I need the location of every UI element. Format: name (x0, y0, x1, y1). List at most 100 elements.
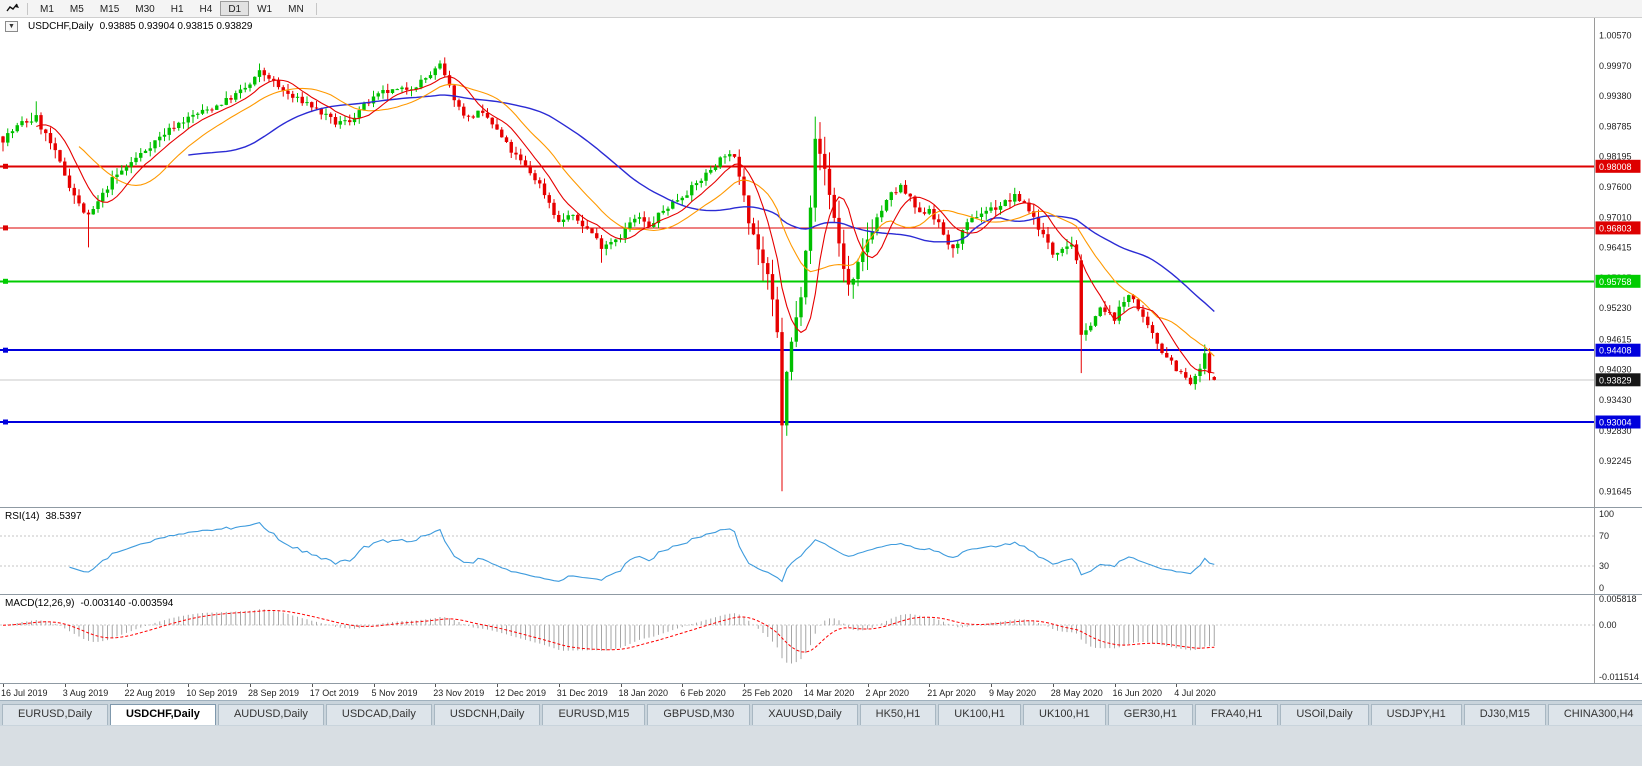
macd-canvas[interactable]: 0.005818 0.00 -0.011514 (0, 595, 1642, 683)
time-axis-tick (497, 684, 498, 687)
svg-text:0.93004: 0.93004 (1599, 418, 1632, 428)
svg-text:0.98008: 0.98008 (1599, 162, 1632, 172)
svg-text:30: 30 (1599, 561, 1609, 571)
macd-indicator-name: MACD(12,26,9) (5, 598, 75, 609)
chart-tab-usdchf-daily[interactable]: USDCHF,Daily (109, 704, 216, 725)
time-axis-tick (929, 684, 931, 687)
chart-dropdown-button[interactable]: ▼ (5, 21, 18, 32)
svg-text:0.93430: 0.93430 (1599, 395, 1632, 405)
timeframe-button-m15[interactable]: M15 (99, 4, 120, 15)
svg-text:0.95230: 0.95230 (1599, 303, 1632, 313)
chart-tab-eurusd-daily[interactable]: EURUSD,Daily (2, 704, 108, 725)
chart-tab-china300-h4[interactable]: CHINA300,H4 (1547, 704, 1642, 725)
panel-separator[interactable] (0, 594, 1642, 595)
svg-text:0.98785: 0.98785 (1599, 122, 1632, 132)
timeframe-button-h1[interactable]: H1 (170, 4, 184, 15)
chart-tab-gbpusd-m30[interactable]: GBPUSD,M30 (647, 704, 751, 725)
time-axis-label: 16 Jul 2019 (1, 688, 48, 698)
chart-tab-audusd-daily[interactable]: AUDUSD,Daily (217, 704, 324, 725)
chart-tab-uk100-h1[interactable]: UK100,H1 (938, 704, 1022, 725)
time-axis-label: 4 Jul 2020 (1174, 688, 1216, 698)
svg-text:1.00570: 1.00570 (1599, 30, 1632, 40)
svg-text:0.94030: 0.94030 (1599, 365, 1632, 375)
time-axis-label: 28 Sep 2019 (248, 688, 300, 698)
time-axis-tick (805, 684, 807, 687)
svg-text:-0.011514: -0.011514 (1599, 672, 1639, 682)
svg-text:100: 100 (1599, 509, 1614, 519)
time-axis-tick (1052, 684, 1054, 687)
window-background (0, 726, 1642, 766)
time-axis-label: 9 May 2020 (989, 688, 1037, 698)
time-axis-label: 17 Oct 2019 (309, 688, 359, 698)
svg-text:0.96415: 0.96415 (1599, 243, 1632, 253)
timeframe-button-m5[interactable]: M5 (69, 4, 84, 15)
chart-tab-xauusd-daily[interactable]: XAUUSD,Daily (752, 704, 858, 725)
macd-label-row: MACD(12,26,9) -0.003140 -0.003594 (5, 598, 173, 609)
chart-tab-uk100-h1[interactable]: UK100,H1 (1023, 704, 1106, 725)
time-axis-label: 16 Jun 2020 (1112, 688, 1163, 698)
time-axis-label: 14 Mar 2020 (803, 688, 855, 698)
chart-title-row: ▼ USDCHF,Daily 0.93885 0.93904 0.93815 0… (5, 21, 253, 32)
chart-tab-eurusd-m15[interactable]: EURUSD,M15 (542, 704, 646, 725)
timeframe-button-d1[interactable]: D1 (220, 1, 250, 16)
timeframe-button-h4[interactable]: H4 (199, 4, 213, 15)
chart-tab-fra40-h1[interactable]: FRA40,H1 (1195, 704, 1279, 725)
chart-tab-ger30-h1[interactable]: GER30,H1 (1107, 704, 1193, 725)
time-axis-label: 25 Feb 2020 (742, 688, 793, 698)
timeframe-button-w1[interactable]: W1 (257, 4, 273, 15)
rsi-canvas[interactable]: 100 70 30 0 (0, 508, 1642, 594)
timeframe-button-m1[interactable]: M1 (40, 4, 54, 15)
time-axis-label: 28 May 2020 (1050, 688, 1103, 698)
svg-text:0.93829: 0.93829 (1599, 375, 1632, 385)
price-chart-canvas[interactable]: 1.00570 0.99970 0.99380 0.98785 0.98195 0.976… (0, 18, 1642, 507)
timeframe-button-mn[interactable]: MN (288, 4, 304, 15)
chart-tab-usdcad-daily[interactable]: USDCAD,Daily (325, 704, 432, 725)
chart-tab-usdcnh-daily[interactable]: USDCNH,Daily (433, 704, 541, 725)
svg-text:0.00: 0.00 (1599, 620, 1617, 630)
panel-separator[interactable] (0, 507, 1642, 508)
time-axis-label: 3 Aug 2019 (62, 688, 109, 698)
rsi-indicator-name: RSI(14) (5, 511, 40, 522)
time-axis-label: 6 Feb 2020 (680, 688, 726, 698)
svg-text:0.99970: 0.99970 (1599, 61, 1632, 71)
time-axis-label: 21 Apr 2020 (927, 688, 976, 698)
chart-tab-usdjpy-h1[interactable]: USDJPY,H1 (1370, 704, 1462, 725)
time-axis-tick (867, 684, 869, 687)
chart-tab-usoil-daily[interactable]: USOil,Daily (1280, 704, 1369, 725)
time-axis-tick (1114, 684, 1116, 687)
time-axis-tick (311, 684, 313, 687)
time-axis-label: 23 Nov 2019 (433, 688, 485, 698)
time-axis-tick (991, 684, 992, 687)
time-axis-tick (250, 684, 251, 687)
time-axis-tick (558, 684, 560, 687)
macd-current-values: -0.003140 -0.003594 (80, 598, 174, 609)
chart-symbol-period: USDCHF,Daily (28, 21, 94, 32)
svg-text:0.92245: 0.92245 (1599, 456, 1632, 466)
svg-text:0.92830: 0.92830 (1599, 426, 1632, 436)
time-axis-tick (64, 684, 66, 687)
macd-panel: 0.005818 0.00 -0.011514 MACD(12,26,9) -0.0… (0, 595, 1642, 683)
svg-text:0.96803: 0.96803 (1599, 223, 1632, 233)
chart-tabs-bar: EURUSD,Daily USDCHF,Daily AUDUSD,Daily USDC… (0, 700, 1642, 726)
time-axis-tick (435, 684, 437, 687)
time-axis-label: 22 Aug 2019 (124, 688, 176, 698)
rsi-label-row: RSI(14) 38.5397 (5, 511, 82, 522)
time-axis[interactable]: 16 Jul 2019 3 Aug 2019 22 Aug 2019 10 Sep 2… (0, 683, 1642, 700)
svg-text:0.95758: 0.95758 (1599, 277, 1632, 287)
chart-pointer-icon[interactable] (5, 2, 21, 16)
time-axis-tick (3, 684, 4, 687)
svg-text:0.97600: 0.97600 (1599, 182, 1632, 192)
svg-text:0.99380: 0.99380 (1599, 91, 1632, 101)
timeframe-button-m30[interactable]: M30 (135, 4, 155, 15)
svg-text:70: 70 (1599, 531, 1609, 541)
chart-ohlc-values: 0.93885 0.93904 0.93815 0.93829 (99, 21, 253, 32)
main-price-panel: 1.00570 0.99970 0.99380 0.98785 0.98195 0.976… (0, 18, 1642, 507)
chart-tab-hk50-h1[interactable]: HK50,H1 (859, 704, 937, 725)
chart-tab-dj30-m15[interactable]: DJ30,M15 (1463, 704, 1546, 725)
svg-text:0.91645: 0.91645 (1599, 486, 1632, 496)
time-axis-tick (1176, 684, 1178, 687)
svg-text:0.98195: 0.98195 (1599, 152, 1632, 162)
time-axis-tick (188, 684, 190, 687)
time-axis-label: 5 Nov 2019 (371, 688, 418, 698)
timeframe-toolbar: M1 M5 M15 M30 H1 H4 D1 W1 MN (0, 0, 1642, 18)
